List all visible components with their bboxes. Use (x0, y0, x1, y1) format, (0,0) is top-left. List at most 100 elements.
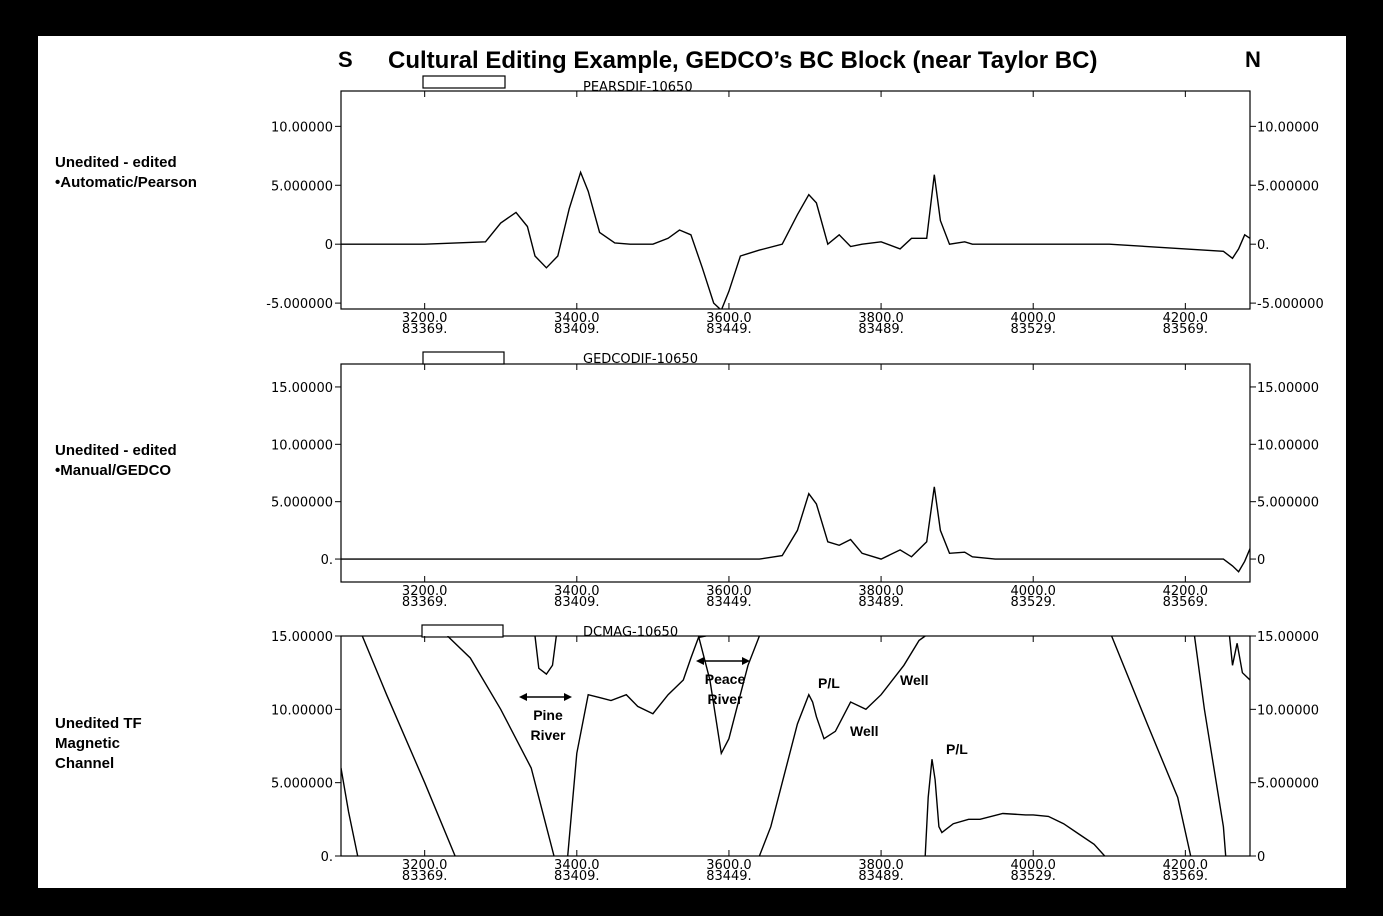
panel-title: DCMAG-10650 (583, 625, 678, 640)
x-tick-label-secondary: 83409. (554, 322, 600, 337)
pipeline-label: P/L (946, 741, 968, 757)
y-tick-label: 0 (325, 238, 333, 253)
x-tick-label-secondary: 83569. (1163, 595, 1209, 610)
y-tick-label-right: 15.00000 (1257, 381, 1319, 396)
peace-river-label: River (707, 691, 743, 707)
y-tick-label: 5.000000 (271, 496, 333, 511)
chart-panel-3: DCMAG-10650 15.00000 10.00000 5.000000 0. 15.… (271, 624, 1319, 884)
x-tick-label: 3800.0 (858, 311, 904, 326)
series-line-2 (361, 636, 456, 856)
x-tick-label: 4200.0 (1163, 858, 1209, 873)
panel-title: PEARSDIF-10650 (583, 80, 693, 95)
y-tick-label: 0. (321, 850, 333, 865)
series-line-1 (341, 486, 1250, 573)
direction-north: N (1245, 47, 1261, 72)
x-tick-label: 3400.0 (554, 858, 600, 873)
y-tick-label: -5.000000 (266, 297, 333, 312)
annotations: Pine River Peace River P/L Well Well P/L (519, 657, 968, 757)
series-line-3 (447, 636, 555, 856)
x-tick-label-secondary: 83529. (1010, 869, 1056, 884)
y-tick-label-right: 10.00000 (1257, 438, 1319, 453)
x-tick-label: 3400.0 (554, 584, 600, 599)
side-label-line: Magnetic (55, 735, 120, 752)
side-label-line: Unedited - edited (55, 442, 177, 459)
x-tick-label-secondary: 83449. (706, 322, 752, 337)
x-tick-label: 3600.0 (706, 858, 752, 873)
series-line-4 (534, 636, 557, 676)
x-tick-label: 3200.0 (402, 858, 448, 873)
chart-panel-2: GEDCODIF-10650 15.00000 10.00000 5.000000 0.… (271, 351, 1319, 610)
side-label-line: •Automatic/Pearson (55, 174, 197, 191)
y-tick-label-right: 0 (1257, 850, 1265, 865)
pine-river-label: Pine (533, 707, 563, 723)
x-tick-label: 3800.0 (858, 584, 904, 599)
side-label-gedco: Unedited - edited •Manual/GEDCO (55, 442, 177, 479)
x-tick-label-secondary: 83489. (858, 322, 904, 337)
series-line-7 (758, 636, 926, 856)
plot-frame (340, 635, 1251, 857)
x-tick-label-secondary: 83409. (554, 869, 600, 884)
x-tick-label-secondary: 83449. (706, 869, 752, 884)
x-tick-label: 3400.0 (554, 311, 600, 326)
series-line-6 (697, 636, 761, 756)
y-tick-label: 10.00000 (271, 703, 333, 718)
side-label-pearson: Unedited - edited •Automatic/Pearson (55, 154, 197, 191)
figure-title: Cultural Editing Example, GEDCO’s BC Blo… (388, 47, 1097, 74)
y-tick-label: 5.000000 (271, 179, 333, 194)
x-tick-label: 4200.0 (1163, 311, 1209, 326)
chart-panels: PEARSDIF-10650 10.00000 5.000000 0 -5.000000… (266, 75, 1324, 884)
x-tick-label-secondary: 83369. (402, 595, 448, 610)
series-line-1 (341, 170, 1250, 309)
y-tick-label-right: 10.00000 (1257, 703, 1319, 718)
x-tick-label: 3200.0 (402, 311, 448, 326)
chart-panel-1: PEARSDIF-10650 10.00000 5.000000 0 -5.000000… (266, 75, 1324, 337)
side-label-magnetic: Unedited TF Magnetic Channel (55, 715, 142, 772)
y-tick-label-right: -5.000000 (1257, 297, 1324, 312)
x-tick-label: 4000.0 (1010, 584, 1056, 599)
x-tick-label: 3600.0 (706, 311, 752, 326)
pine-river-label: River (530, 727, 566, 743)
figure-frame: S Cultural Editing Example, GEDCO’s BC B… (38, 36, 1346, 888)
side-label-line: Channel (55, 755, 114, 772)
y-tick-label-right: 15.00000 (1257, 630, 1319, 645)
y-tick-label: 10.00000 (271, 120, 333, 135)
range-box (422, 75, 506, 89)
side-label-line: Unedited - edited (55, 154, 177, 171)
y-tick-label-right: 0. (1257, 238, 1269, 253)
x-tick-label-secondary: 83409. (554, 595, 600, 610)
y-tick-label-right: 5.000000 (1257, 179, 1319, 194)
direction-south: S (338, 47, 353, 72)
range-box (422, 351, 505, 365)
x-tick-label: 3200.0 (402, 584, 448, 599)
y-tick-label: 15.00000 (271, 381, 333, 396)
x-tick-label: 4000.0 (1010, 311, 1056, 326)
y-tick-label-right: 5.000000 (1257, 496, 1319, 511)
figure-canvas: S Cultural Editing Example, GEDCO’s BC B… (55, 47, 1324, 884)
x-tick-label-secondary: 83529. (1010, 322, 1056, 337)
well-label: Well (850, 723, 879, 739)
x-tick-label-secondary: 83529. (1010, 595, 1056, 610)
y-tick-label-right: 5.000000 (1257, 777, 1319, 792)
series-line-1 (341, 767, 359, 856)
x-tick-label-secondary: 83489. (858, 595, 904, 610)
series-line-9 (1110, 636, 1192, 856)
peace-river-label: Peace (705, 671, 746, 687)
plot-frame (340, 363, 1251, 583)
x-tick-label: 3600.0 (706, 584, 752, 599)
series-line-8 (924, 759, 1106, 856)
side-label-line: Unedited TF (55, 715, 142, 732)
plot-frame (340, 90, 1251, 310)
y-tick-label: 15.00000 (271, 630, 333, 645)
y-tick-label-right: 0 (1257, 553, 1265, 568)
y-tick-label: 0. (321, 553, 333, 568)
x-tick-label: 4000.0 (1010, 858, 1056, 873)
x-tick-label-secondary: 83489. (858, 869, 904, 884)
pine-river-arrow (519, 693, 572, 701)
series-line-10 (1193, 636, 1227, 856)
series-line-11 (1228, 636, 1250, 681)
series-line-5 (567, 636, 707, 856)
peace-river-arrow (696, 657, 750, 665)
x-tick-label-secondary: 83569. (1163, 322, 1209, 337)
x-tick-label-secondary: 83369. (402, 869, 448, 884)
x-tick-label: 3800.0 (858, 858, 904, 873)
